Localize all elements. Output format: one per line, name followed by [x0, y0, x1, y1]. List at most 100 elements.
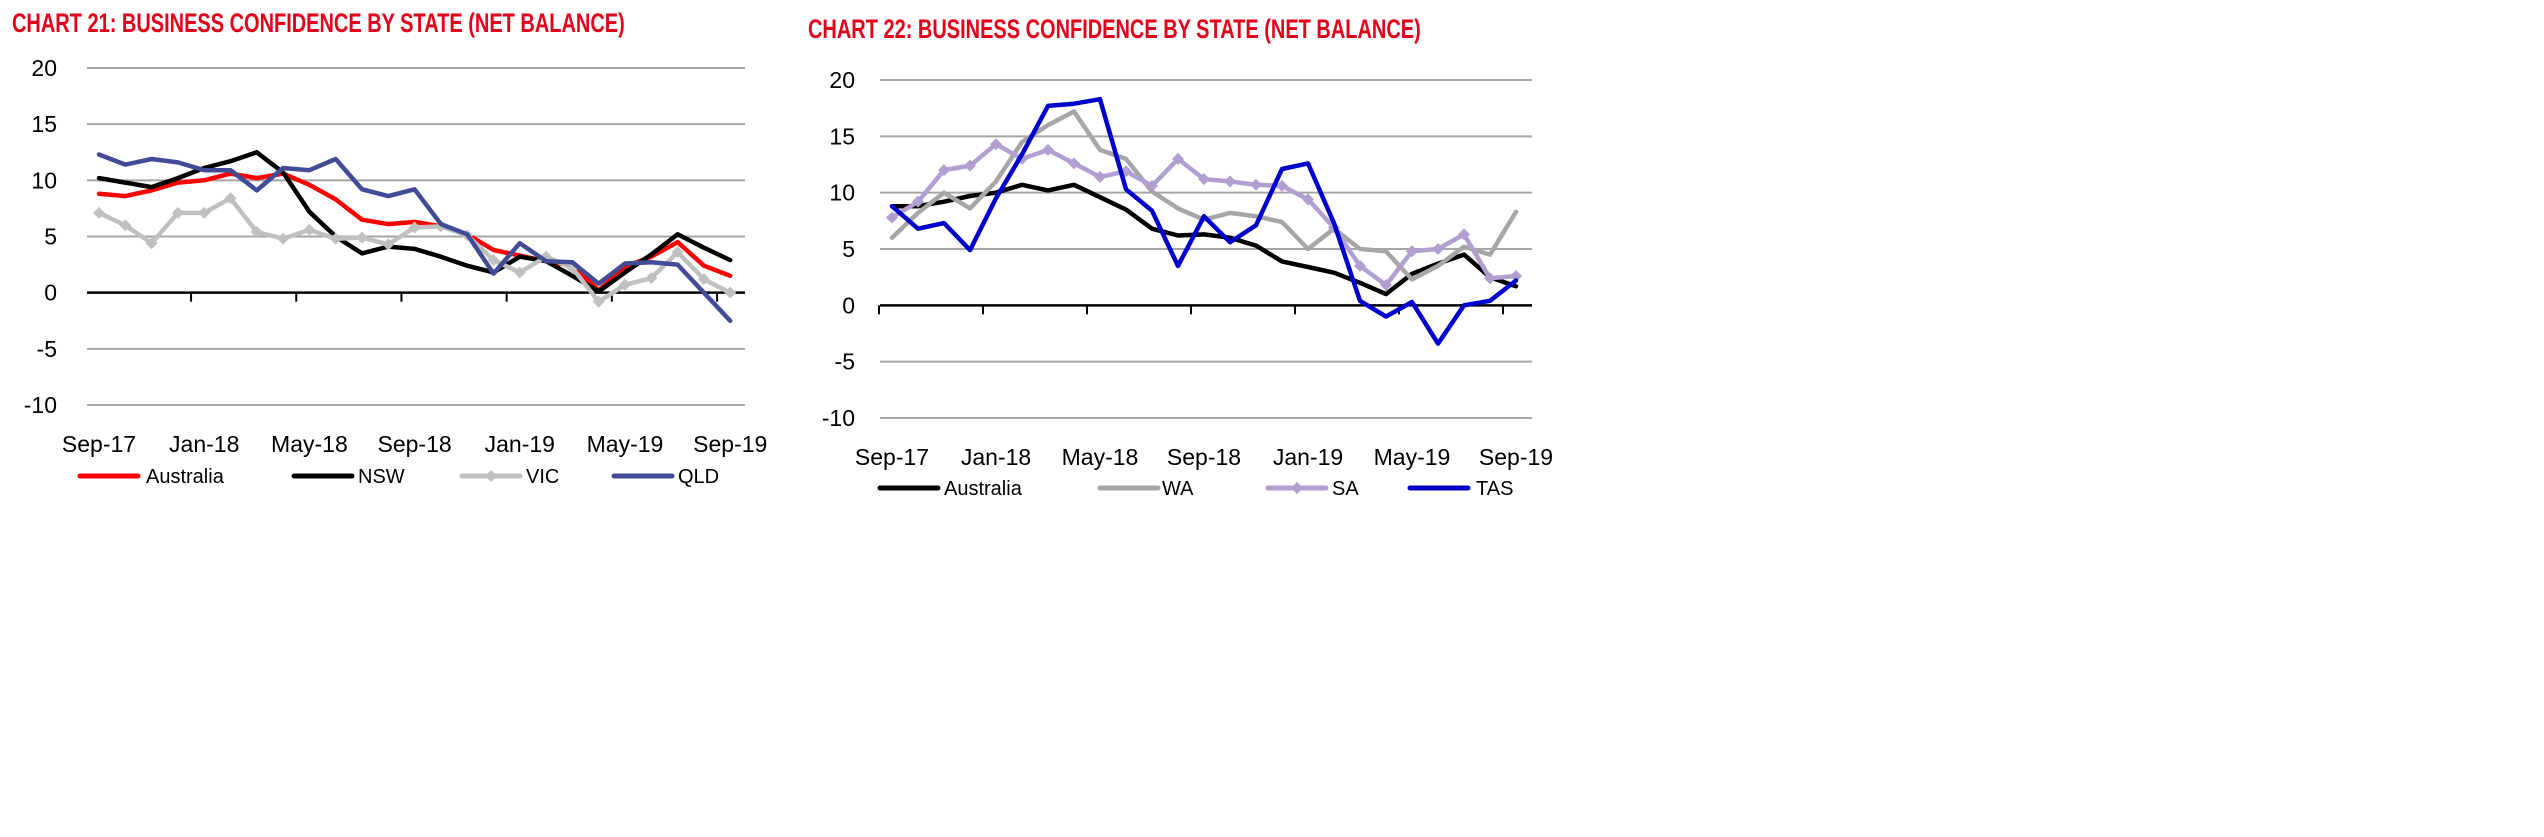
- data-point: [277, 232, 290, 245]
- x-tick-label: Sep-17: [62, 431, 136, 457]
- legend-item-australia: Australia: [77, 466, 225, 488]
- x-tick-label: May-18: [1062, 444, 1139, 470]
- y-tick-label: -10: [24, 392, 57, 418]
- y-tick-label: 0: [44, 280, 57, 306]
- x-tick-label: Sep-19: [693, 431, 767, 457]
- series-tas: [889, 96, 1519, 346]
- x-axis-labels: Sep-17 Jan-18 May-18 Sep-18 Jan-19 May-19 Sep-…: [62, 431, 767, 457]
- legend-label: Australia: [944, 478, 1023, 500]
- x-tick-label: Sep-18: [1167, 444, 1241, 470]
- y-axis-labels: 20 15 10 5 0 -5 -10: [24, 55, 57, 418]
- legend-item-nsw: NSW: [291, 466, 405, 488]
- legend-item-tas: TAS: [1407, 478, 1513, 500]
- x-axis: [878, 304, 1532, 315]
- series-qld: [96, 152, 733, 324]
- data-point: [645, 272, 658, 285]
- x-tick-label: May-18: [271, 431, 348, 457]
- data-point: [1224, 175, 1236, 188]
- series-australia: [889, 182, 1519, 297]
- chart-title: CHART 22: BUSINESS CONFIDENCE BY STATE (…: [808, 14, 1421, 44]
- y-axis-labels: 20 15 10 5 0 -5 -10: [822, 67, 855, 431]
- series-line: [96, 152, 733, 324]
- data-point: [990, 138, 1002, 151]
- y-tick-label: 20: [31, 55, 57, 81]
- data-point: [487, 254, 500, 267]
- data-point: [697, 273, 710, 286]
- series-line: [889, 182, 1519, 297]
- legend-item-vic: VIC: [459, 466, 559, 488]
- legend-label: TAS: [1476, 478, 1513, 500]
- x-tick-label: Sep-18: [378, 431, 452, 457]
- y-tick-label: 20: [829, 67, 855, 93]
- legend-label: VIC: [526, 466, 559, 488]
- legend-marker: [1291, 482, 1303, 494]
- x-tick-label: Sep-19: [1479, 444, 1553, 470]
- data-point: [1354, 259, 1366, 272]
- data-point: [671, 246, 684, 259]
- y-tick-label: 15: [829, 123, 855, 149]
- data-point: [1484, 272, 1496, 285]
- data-point: [1146, 179, 1158, 192]
- data-point: [329, 232, 342, 245]
- data-point: [382, 238, 395, 251]
- data-point: [303, 223, 316, 236]
- x-axis-labels: Sep-17 Jan-18 May-18 Sep-18 Jan-19 May-19 Sep-…: [855, 444, 1553, 470]
- x-tick-label: Sep-17: [855, 444, 929, 470]
- data-point: [1406, 245, 1418, 258]
- gridlines: [87, 67, 745, 406]
- data-point: [1432, 243, 1444, 255]
- data-point: [513, 266, 526, 279]
- data-point: [1198, 173, 1210, 186]
- data-point: [408, 221, 421, 234]
- x-axis: [87, 291, 745, 302]
- y-tick-label: 5: [842, 236, 855, 262]
- y-tick-label: 5: [44, 224, 57, 250]
- data-point: [1250, 178, 1262, 191]
- data-point: [1276, 179, 1288, 192]
- data-point: [198, 206, 211, 219]
- data-point: [964, 159, 976, 172]
- legend-label: SA: [1332, 478, 1359, 500]
- x-tick-label: May-19: [587, 431, 664, 457]
- data-point: [1094, 170, 1106, 183]
- data-point: [250, 226, 263, 239]
- x-tick-label: May-19: [1374, 444, 1451, 470]
- y-tick-label: -5: [37, 336, 57, 362]
- data-point: [93, 206, 105, 219]
- x-tick-label: Jan-18: [961, 444, 1031, 470]
- legend-item-qld: QLD: [611, 466, 719, 488]
- legend-label: WA: [1162, 478, 1194, 500]
- y-tick-label: -10: [822, 405, 855, 431]
- data-point: [912, 195, 924, 208]
- data-point: [724, 286, 737, 299]
- legend: Australia NSW VIC QLD: [77, 466, 719, 488]
- chart-panel-21: CHART 21: BUSINESS CONFIDENCE BY STATE (…: [0, 0, 790, 515]
- legend: Australia WA SA TAS: [877, 478, 1513, 500]
- data-point: [1172, 152, 1184, 165]
- data-point: [356, 231, 368, 244]
- data-point: [224, 192, 237, 205]
- series-line: [889, 96, 1519, 346]
- data-point: [886, 211, 898, 224]
- legend-label: QLD: [678, 466, 719, 488]
- y-tick-label: 15: [31, 111, 57, 137]
- data-point: [1380, 279, 1392, 292]
- legend-item-australia: Australia: [877, 478, 1023, 500]
- data-point: [1510, 270, 1522, 283]
- y-tick-label: -5: [835, 349, 855, 375]
- legend-item-wa: WA: [1097, 478, 1194, 500]
- data-point: [119, 219, 132, 232]
- data-point: [145, 237, 158, 250]
- x-tick-label: Jan-18: [169, 431, 239, 457]
- legend-label: Australia: [146, 466, 225, 488]
- x-tick-label: Jan-19: [485, 431, 555, 457]
- y-tick-label: 10: [31, 167, 57, 193]
- series-vic: [93, 192, 737, 308]
- series-sa: [886, 138, 1522, 292]
- data-point: [938, 164, 950, 177]
- chart-title: CHART 21: BUSINESS CONFIDENCE BY STATE (…: [12, 8, 625, 38]
- y-tick-label: 10: [829, 180, 855, 206]
- data-point: [1042, 143, 1054, 156]
